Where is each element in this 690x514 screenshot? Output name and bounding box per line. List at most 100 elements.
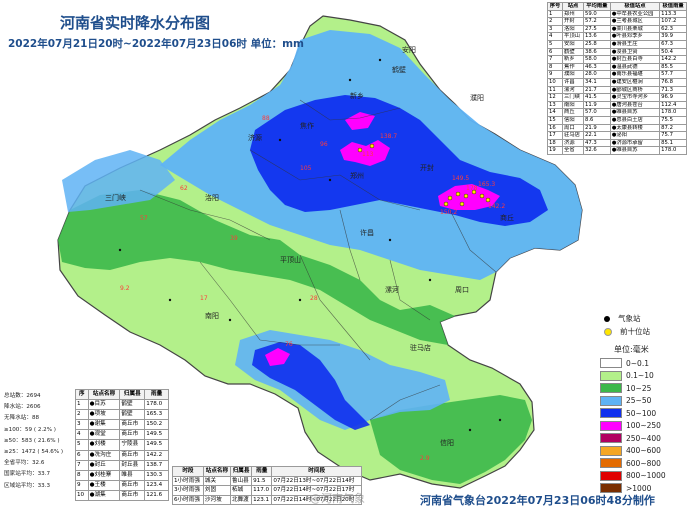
- legend-class: 10~25: [600, 382, 690, 395]
- city-rank-row: 1 郑州 59.0 ●中牟县农业公园 113.3: [546, 9, 687, 19]
- legend-label: 50~100: [626, 408, 657, 418]
- rain-zone-100-250-kaifeng: [345, 112, 375, 130]
- city-rank-cell: 鹤壁: [562, 47, 584, 57]
- map-title: 河南省实时降水分布图: [60, 14, 211, 32]
- top10-row: 3 ●谢集 商丘市 150.2: [75, 419, 169, 431]
- peak-row: 6小时雨强 沙河坡 北舞渡 123.1 07月22日14时~07月22日20时: [172, 494, 362, 506]
- map-subtitle: 2022年07月21日20时~2022年07月23日06时 单位：mm: [8, 38, 304, 50]
- city-rank-cell: 11.9: [582, 100, 611, 110]
- rain-value-label: 150.2: [440, 209, 457, 216]
- city-label: 鹤壁: [392, 65, 406, 74]
- legend-label: 0~0.1: [626, 358, 649, 368]
- legend-class: 400~600: [600, 445, 690, 458]
- rain-zone-25-50-west: [62, 150, 175, 212]
- city-rank-cell: ●郾城区商桥: [609, 85, 661, 95]
- city-rank-row: 13 南阳 11.9 ●唐河县苍台 112.4: [546, 100, 687, 110]
- top10-cell: 8: [75, 469, 89, 481]
- city-rank-cell: ●滑县王庄: [609, 39, 661, 49]
- top10-cell: ●项坡: [87, 409, 121, 421]
- city-rank-row: 2 开封 57.2 ●兰考县城区 107.2: [546, 17, 687, 26]
- city-rank-cell: 11: [546, 85, 564, 95]
- legend-swatch: [600, 358, 622, 369]
- city-label: 濮阳: [470, 93, 484, 102]
- stat-line: ≥100：59 ( 2.2% ): [4, 426, 56, 433]
- legend-unit: 单位:毫米: [614, 345, 649, 354]
- city-rank-cell: 142.2: [659, 55, 687, 64]
- stat-line: 无降水站：88: [4, 415, 40, 422]
- city-rank-cell: 67.3: [659, 39, 687, 49]
- legend-label: 100~250: [626, 421, 661, 431]
- top10-cell: 178.0: [144, 399, 169, 411]
- city-rank-cell: 南阳: [562, 100, 584, 110]
- city-rank-cell: 21.9: [582, 123, 611, 133]
- city-rank-row: 4 平顶山 13.6 ●叶县邓李乡 39.9: [546, 32, 687, 41]
- legend-top10: 前十位站: [604, 325, 690, 338]
- rain-value-label: 39: [230, 235, 238, 242]
- city-rank-cell: 76.8: [659, 77, 687, 87]
- city-label: 驻马店: [410, 343, 431, 352]
- top10-cell: ●湖集: [87, 489, 121, 502]
- city-rank-cell: 濮阳: [562, 70, 584, 79]
- peak-cell: 沙河坡: [202, 494, 231, 506]
- top10-cell: 165.3: [144, 409, 169, 421]
- legend-swatch: [600, 420, 622, 431]
- rain-zone-100-250-zhengzhou: [340, 140, 390, 166]
- city-rank-cell: ●中牟县农业公园: [609, 9, 661, 19]
- stats-panel: 总站数：2694 降水站：2606 无降水站：88 ≥100：59 ( 2.2% ) ≥…: [4, 391, 72, 492]
- city-rank-cell: 47.3: [582, 138, 611, 148]
- top10-cell: ●封丘: [87, 459, 121, 471]
- city-rank-cell: 46.3: [582, 62, 611, 72]
- peak-cell: 鲁山县: [229, 475, 253, 487]
- top10-header: 序: [75, 388, 89, 401]
- city-rank-cell: 71.3: [659, 85, 687, 95]
- city-rank-cell: 27.5: [582, 24, 611, 34]
- city-rank-cell: 34.1: [582, 77, 611, 87]
- top10-cell: 6: [75, 449, 89, 461]
- top10-row: 6 ●冼沟庄 商丘市 142.2: [75, 449, 169, 461]
- legend-label: 250~400: [626, 433, 661, 443]
- city-rank-cell: 50.4: [659, 47, 687, 57]
- city-rank-cell: ●睢县目苏: [609, 146, 661, 155]
- city-label: 平顶山: [280, 255, 301, 264]
- top10-cell: ●目苏: [87, 399, 121, 411]
- city-rank-cell: 12: [546, 93, 564, 102]
- rain-value-label: 9.2: [120, 285, 130, 292]
- rain-value-label: 138.7: [380, 133, 397, 140]
- city-rank-row: 5 安阳 25.8 ●滑县王庄 67.3: [546, 39, 687, 49]
- city-rank-cell: ●封丘县白寺: [609, 55, 661, 64]
- legend-label: 600~800: [626, 458, 661, 468]
- city-rank-cell: ●栾川县栗城: [609, 24, 661, 34]
- legend-swatch: [600, 483, 622, 494]
- city-rank-cell: 113.3: [659, 9, 687, 19]
- city-rank-cell: 14: [546, 108, 564, 117]
- rain-value-label: 105: [300, 165, 312, 172]
- city-label: 信阳: [440, 438, 454, 447]
- rain-value-label: 96: [320, 141, 328, 148]
- city-label: 商丘: [500, 213, 514, 222]
- peak-intensity-table: 时段 站点名称 归属县 雨量 时间段 1小时雨强 城关 鲁山县 91.5 07月22日13时~0…: [172, 466, 362, 506]
- peak-cell: 城关: [202, 475, 231, 487]
- city-rank-row: 6 鹤壁 38.6 ●浚县卫贤 50.4: [546, 47, 687, 57]
- city-rank-cell: ●浚县卫贤: [609, 47, 661, 57]
- legend-swatch: [600, 433, 622, 444]
- city-rank-cell: 57.0: [582, 108, 611, 117]
- peak-row: 1小时雨强 城关 鲁山县 91.5 07月22日13时~07月22日14时: [172, 475, 362, 487]
- legend-swatch: [600, 445, 622, 456]
- top10-header: 归属县: [119, 388, 146, 401]
- peak-cell: 123.1: [251, 494, 273, 506]
- city-rank-cell: 3: [546, 24, 564, 34]
- rain-zone-10-25-south: [370, 395, 532, 484]
- city-rank-header: 站点: [562, 2, 584, 11]
- top10-cell: 商丘市: [119, 419, 146, 431]
- city-rank-row: 3 洛阳 27.5 ●栾川县栗城 62.3: [546, 24, 687, 34]
- top10-cell: ●观堂: [87, 429, 121, 441]
- city-rank-cell: 1: [546, 9, 564, 19]
- top10-cell: 商丘市: [119, 429, 146, 441]
- city-rank-cell: ●睢县目苏: [609, 108, 661, 117]
- top10-cell: ●王楼: [87, 479, 121, 491]
- city-rank-cell: 22.1: [582, 131, 611, 140]
- city-rank-cell: 许昌: [562, 77, 584, 87]
- city-rank-cell: ●建安区椹涧: [609, 77, 661, 87]
- city-rank-cell: 57.7: [659, 70, 687, 79]
- stat-line: 降水站：2606: [4, 404, 41, 411]
